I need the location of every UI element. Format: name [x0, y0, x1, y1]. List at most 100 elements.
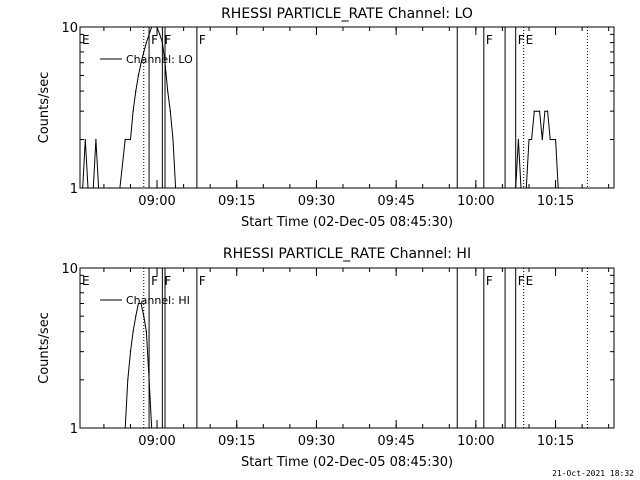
- data-point: [520, 187, 522, 189]
- y-tick-label: 1: [70, 422, 78, 437]
- chart-panel-2: RHESSI PARTICLE_RATE Channel: HI Start Ti…: [37, 246, 615, 470]
- x-tick-label: 09:30: [298, 194, 335, 209]
- data-point: [515, 187, 517, 189]
- event-marker-label: F: [164, 33, 171, 47]
- series-line: [82, 26, 561, 189]
- data-point: [148, 33, 150, 35]
- data-point: [517, 138, 519, 141]
- data-point: [169, 110, 171, 112]
- data-point: [528, 138, 530, 141]
- data-point: [132, 331, 134, 333]
- event-marker-label: F: [486, 33, 493, 47]
- x-tick-label: 09:00: [138, 194, 175, 209]
- x-axis-label: Start Time (02-Dec-05 08:45:30): [241, 455, 453, 470]
- data-point: [531, 138, 533, 141]
- x-tick-label: 09:00: [138, 434, 175, 449]
- data-point: [153, 427, 155, 429]
- data-point: [156, 26, 158, 28]
- data-point: [536, 110, 538, 112]
- event-marker-label: F: [518, 274, 525, 288]
- legend-label: Channel: LO: [126, 53, 193, 66]
- data-point: [177, 187, 179, 189]
- event-marker-label: E: [82, 274, 90, 288]
- data-point: [560, 187, 562, 189]
- data-point: [124, 138, 126, 141]
- event-marker-label: F: [486, 274, 493, 288]
- event-marker-label: F: [199, 274, 206, 288]
- data-point: [143, 315, 145, 317]
- data-point: [161, 42, 163, 44]
- data-point: [557, 187, 559, 189]
- data-point: [108, 187, 110, 189]
- plot-frame: [79, 26, 615, 189]
- event-marker-label: E: [82, 33, 90, 47]
- chart-title: RHESSI PARTICLE_RATE Channel: LO: [221, 6, 473, 22]
- data-point: [151, 26, 153, 28]
- y-tick-label: 10: [61, 21, 78, 36]
- x-tick-label: 09:45: [377, 194, 414, 209]
- data-point: [82, 187, 84, 189]
- data-point: [135, 315, 137, 317]
- x-tick-label: 10:00: [457, 194, 494, 209]
- x-axis-label: Start Time (02-Dec-05 08:45:30): [241, 215, 453, 230]
- event-marker-label: E: [526, 274, 534, 288]
- data-point: [541, 138, 543, 141]
- data-point: [137, 302, 140, 305]
- data-point: [111, 187, 113, 189]
- data-point: [140, 62, 142, 64]
- x-tick-label: 09:15: [218, 434, 255, 449]
- data-point: [145, 42, 148, 44]
- data-point: [164, 62, 166, 64]
- data-point: [167, 90, 169, 92]
- data-point: [554, 138, 557, 141]
- data-point: [151, 427, 153, 429]
- data-point: [124, 427, 126, 429]
- data-point: [135, 90, 137, 92]
- data-point: [92, 187, 94, 189]
- event-marker-label: F: [164, 274, 171, 288]
- data-point: [153, 26, 155, 28]
- data-point: [549, 138, 551, 141]
- data-point: [172, 138, 174, 141]
- data-point: [552, 138, 554, 141]
- data-point: [119, 187, 121, 189]
- x-tick-label: 10:15: [537, 194, 574, 209]
- event-marker-label: F: [151, 274, 158, 288]
- y-tick-label: 10: [61, 262, 78, 277]
- data-point: [87, 187, 89, 189]
- data-point: [137, 74, 140, 77]
- legend-label: Channel: HI: [126, 294, 190, 307]
- x-tick-label: 10:15: [537, 434, 574, 449]
- data-point: [129, 351, 132, 353]
- chart-panel-1: RHESSI PARTICLE_RATE Channel: LO Start Ti…: [37, 6, 615, 230]
- event-marker-label: F: [199, 33, 206, 47]
- data-point: [175, 187, 177, 189]
- data-point: [544, 110, 546, 112]
- data-point: [546, 110, 549, 112]
- x-tick-label: 09:45: [377, 434, 414, 449]
- footer-timestamp: 21-Oct-2021 18:32: [552, 469, 634, 478]
- event-marker-label: F: [151, 33, 158, 47]
- data-point: [113, 187, 116, 189]
- data-point: [129, 138, 132, 141]
- y-axis-label: Counts/sec: [37, 72, 52, 144]
- plot-frame: [79, 267, 615, 429]
- data-point: [533, 110, 535, 112]
- x-tick-label: 09:30: [298, 434, 335, 449]
- data-point: [525, 187, 527, 189]
- y-axis-label: Counts/sec: [37, 312, 52, 384]
- data-point: [145, 331, 148, 333]
- event-marker-label: F: [518, 33, 525, 47]
- data-point: [523, 187, 525, 189]
- data-point: [148, 379, 150, 381]
- series-line: [124, 303, 157, 429]
- y-tick-label: 1: [70, 182, 78, 197]
- data-point: [84, 138, 86, 141]
- data-point: [97, 187, 100, 189]
- data-point: [127, 379, 129, 381]
- data-point: [132, 110, 134, 112]
- event-marker-label: E: [526, 33, 534, 47]
- data-point: [95, 138, 97, 141]
- data-point: [143, 51, 145, 53]
